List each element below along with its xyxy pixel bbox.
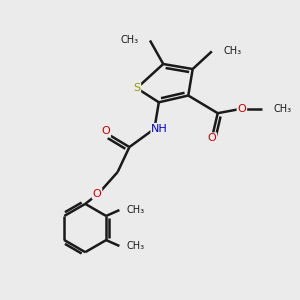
Text: O: O bbox=[238, 104, 246, 114]
Text: CH₃: CH₃ bbox=[223, 46, 241, 56]
Text: CH₃: CH₃ bbox=[127, 205, 145, 215]
Text: S: S bbox=[133, 83, 140, 93]
Text: CH₃: CH₃ bbox=[121, 35, 139, 46]
Text: NH: NH bbox=[151, 124, 168, 134]
Text: O: O bbox=[101, 126, 110, 136]
Text: CH₃: CH₃ bbox=[127, 241, 145, 251]
Text: O: O bbox=[93, 189, 101, 199]
Text: CH₃: CH₃ bbox=[273, 104, 291, 114]
Text: O: O bbox=[208, 133, 216, 143]
